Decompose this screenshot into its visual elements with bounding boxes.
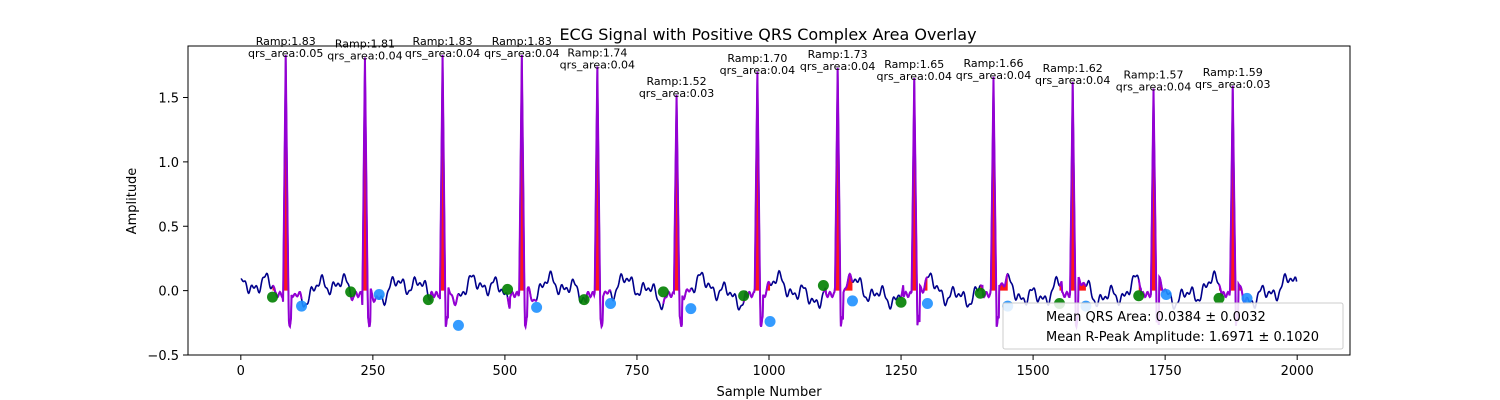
beat-qrs-area-label-3: qrs_area:0.04 [405,47,480,60]
qrs-area-fill-13 [1219,85,1247,291]
y-tick-label: −0.5 [147,349,179,364]
chart-title: ECG Signal with Positive QRS Complex Are… [559,25,976,44]
beat-qrs-area-label-6: qrs_area:0.03 [639,87,714,100]
qrs-onset-marker-10 [974,287,986,299]
y-tick-label: 0.0 [158,285,179,300]
beat-qrs-area-label-4: qrs_area:0.04 [484,47,559,60]
qrs-offset-marker-3 [452,319,464,331]
beat-r-amplitude-label-7: Ramp:1.70 [727,52,787,65]
qrs-offset-marker-5 [605,298,617,309]
qrs-segment-3 [427,54,460,327]
legend: Mean QRS Area: 0.0384 ± 0.0032 Mean R-Pe… [1002,302,1344,350]
beat-r-amplitude-label-5: Ramp:1.74 [567,47,627,60]
beat-qrs-area-label-2: qrs_area:0.04 [327,50,402,63]
qrs-offset-marker-7 [764,316,776,328]
qrs-onset-marker-5 [578,294,590,306]
qrs-area-fill-9 [901,78,928,291]
y-tick-label: 1.5 [158,92,179,107]
qrs-onset-marker-6 [657,286,669,298]
beat-r-amplitude-label-9: Ramp:1.65 [884,58,944,71]
beat-r-amplitude-label-3: Ramp:1.83 [413,35,473,48]
x-tick-label: 500 [492,364,517,379]
qrs-offset-marker-8 [846,295,858,307]
qrs-offset-marker-1 [296,300,308,312]
qrs-segment-11 [1058,82,1087,331]
beat-qrs-area-label-12: qrs_area:0.04 [1116,80,1191,93]
plot-area [240,54,1298,331]
x-axis-label: Sample Number [716,385,822,400]
qrs-segment-9 [900,78,928,326]
qrs-onset-marker-4 [502,283,514,295]
qrs-onset-marker-7 [738,290,750,302]
qrs-area-fill-5 [584,66,611,291]
x-tick-label: 1000 [752,364,785,379]
x-tick-label: 1500 [1017,364,1050,379]
qrs-area-fill-2 [350,57,380,291]
qrs-onset-marker-9 [895,296,907,308]
x-axis: 0 250 500 750 1000 1250 1500 1750 2000 [237,355,1314,379]
qrs-offset-marker-6 [685,303,697,315]
beat-qrs-area-label-7: qrs_area:0.04 [720,64,795,77]
qrs-segment-5 [583,66,612,330]
qrs-offset-marker-13 [1241,292,1253,304]
y-tick-label: 1.0 [158,156,179,171]
beat-r-amplitude-label-10: Ramp:1.66 [963,57,1023,70]
legend-entry-mean-qrs-area: Mean QRS Area: 0.0384 ± 0.0032 [1046,310,1266,325]
beat-r-amplitude-label-13: Ramp:1.59 [1203,66,1263,79]
beat-qrs-area-label-1: qrs_area:0.05 [248,47,323,60]
beat-r-amplitude-label-8: Ramp:1.73 [808,48,868,61]
qrs-onset-marker-2 [345,286,357,298]
qrs-offset-marker-12 [1160,288,1172,300]
legend-entry-mean-r-peak-amplitude: Mean R-Peak Amplitude: 1.6971 ± 0.1020 [1046,330,1319,345]
beat-qrs-area-label-5: qrs_area:0.04 [560,59,635,72]
legend-box [1002,302,1344,350]
beat-r-amplitude-label-11: Ramp:1.62 [1043,62,1103,75]
x-tick-label: 1750 [1149,364,1182,379]
beat-qrs-area-label-8: qrs_area:0.04 [800,60,875,73]
beat-r-amplitude-label-2: Ramp:1.81 [335,38,395,51]
beat-qrs-area-label-9: qrs_area:0.04 [877,70,952,83]
qrs-onset-marker-13 [1213,292,1225,304]
beat-r-amplitude-label-6: Ramp:1.52 [647,75,707,88]
beat-qrs-area-label-13: qrs_area:0.03 [1195,78,1270,91]
beat-r-amplitude-label-4: Ramp:1.83 [492,35,552,48]
qrs-offset-marker-4 [531,301,543,313]
qrs-area-fill-11 [1059,82,1086,291]
x-tick-label: 1250 [884,364,917,379]
qrs-area-fill-4 [507,55,537,291]
qrs-offset-marker-9 [921,298,933,309]
qrs-onset-marker-1 [267,291,279,303]
beat-qrs-area-label-11: qrs_area:0.04 [1035,74,1110,87]
beat-r-amplitude-label-1: Ramp:1.83 [256,35,316,48]
x-tick-label: 750 [625,364,650,379]
qrs-onset-marker-12 [1133,290,1145,302]
qrs-segment-13 [1218,85,1248,326]
y-axis-label: Amplitude [125,168,140,235]
x-tick-label: 250 [360,364,385,379]
beat-r-amplitude-label-12: Ramp:1.57 [1123,68,1183,81]
x-tick-label: 2000 [1281,364,1314,379]
qrs-segment-4 [506,54,538,331]
beat-qrs-area-label-10: qrs_area:0.04 [956,69,1031,82]
qrs-onset-marker-3 [422,294,434,306]
qrs-area-fill-8 [823,67,853,291]
qrs-offset-marker-2 [373,288,385,300]
x-tick-label: 0 [237,364,245,379]
qrs-segment-12 [1137,88,1168,325]
qrs-segment-8 [822,67,854,327]
qrs-onset-marker-8 [817,279,829,291]
beat-annotations: Ramp:1.83qrs_area:0.05Ramp:1.81qrs_area:… [248,35,1270,100]
y-axis: −0.5 0.0 0.5 1.0 1.5 [147,92,188,364]
y-tick-label: 0.5 [158,220,179,235]
